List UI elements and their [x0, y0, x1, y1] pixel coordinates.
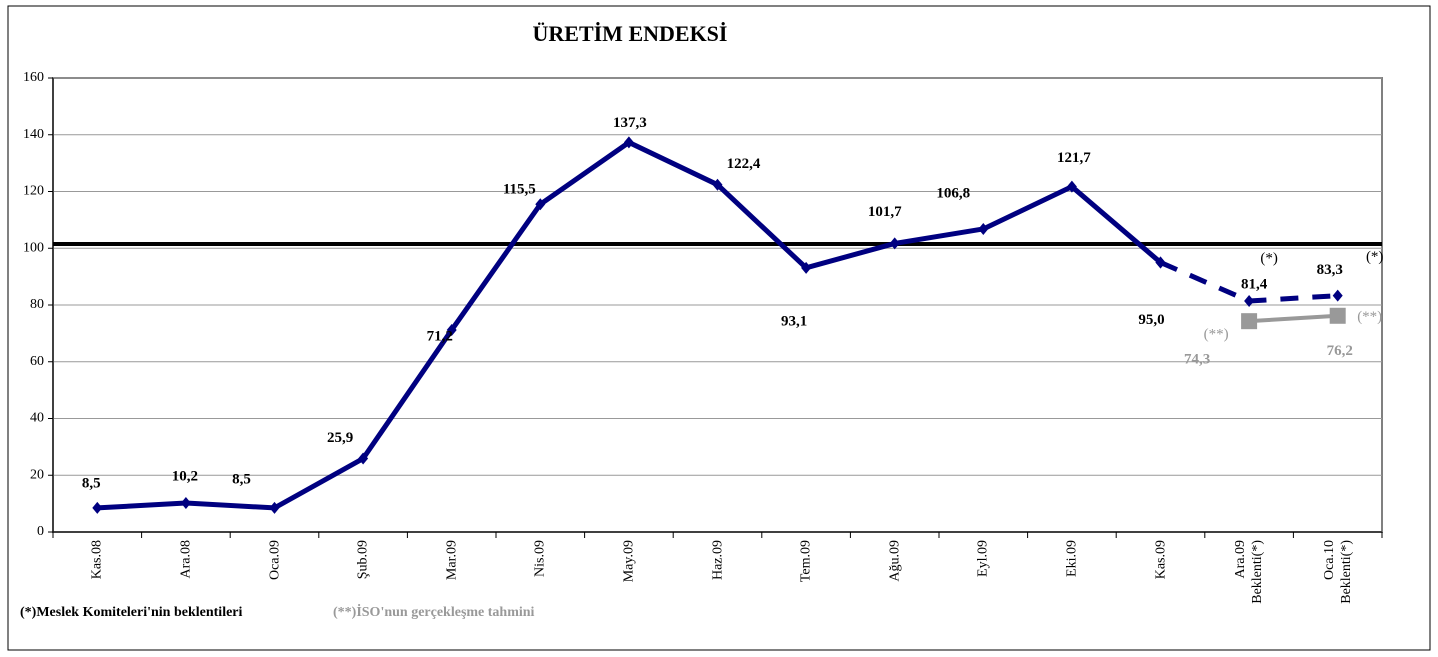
x-tick-label: Eyl.09	[975, 540, 991, 577]
data-label: 74,3	[1184, 352, 1210, 368]
marker	[623, 136, 634, 149]
marker	[801, 261, 812, 274]
data-label: 81,4	[1241, 276, 1268, 292]
footnote: (*)Meslek Komiteleri'nin beklentileri	[20, 605, 243, 620]
marker	[358, 452, 369, 465]
y-tick-label: 140	[23, 127, 44, 142]
y-tick-label: 100	[23, 240, 44, 255]
data-label: 8,5	[232, 471, 251, 487]
data-label: 122,4	[727, 156, 761, 172]
data-label: 137,3	[613, 115, 647, 131]
data-label: 121,7	[1057, 150, 1091, 166]
series-line	[97, 139, 1163, 511]
marker	[446, 323, 457, 336]
marker	[978, 222, 989, 235]
marker	[535, 198, 546, 211]
marker	[1241, 313, 1258, 330]
x-tick-label: Şub.09	[355, 540, 371, 580]
marker	[712, 178, 723, 191]
point-note: (*)	[1260, 250, 1278, 266]
x-tick-label: Oca.09	[267, 540, 282, 581]
data-label: 71,2	[427, 328, 453, 344]
chart-border	[7, 5, 1431, 651]
marker	[1155, 256, 1166, 269]
data-label: 93,1	[781, 313, 807, 329]
marker	[92, 501, 103, 514]
x-tick-label: Nis.09	[532, 540, 548, 577]
y-tick-label: 0	[37, 524, 44, 539]
y-tick-label: 60	[30, 354, 44, 369]
data-label: 76,2	[1327, 343, 1353, 359]
point-note: (**)	[1204, 327, 1229, 343]
x-tick-label: Ara.08	[178, 540, 194, 579]
y-tick-label: 160	[23, 70, 44, 85]
x-tick-label: Ara.09 Beklenti(*)	[1233, 540, 1266, 604]
x-tick-label: Kas.08	[89, 540, 105, 580]
data-label: 83,3	[1317, 262, 1343, 278]
footnote: (**)İSO'nun gerçekleşme tahmini	[333, 603, 535, 620]
data-label: 101,7	[868, 204, 902, 220]
x-tick-label: May.09	[621, 540, 637, 583]
chart-title: ÜRETİM ENDEKSİ	[533, 21, 728, 46]
data-label: 25,9	[327, 430, 353, 446]
y-tick-label: 80	[30, 297, 44, 312]
marker	[1244, 295, 1255, 308]
x-tick-label: Ağu.09	[887, 540, 903, 582]
y-tick-label: 40	[30, 411, 44, 426]
marker	[889, 237, 900, 250]
point-note: (*)	[1366, 249, 1384, 265]
series-line	[1248, 313, 1338, 324]
data-label: 115,5	[503, 182, 536, 198]
y-tick-label: 120	[23, 184, 44, 199]
data-label: 8,5	[82, 475, 101, 491]
data-label: 95,0	[1138, 312, 1164, 328]
x-tick-label: Mar.09	[444, 540, 460, 581]
marker	[180, 497, 191, 510]
marker	[1332, 289, 1343, 302]
marker	[269, 501, 280, 514]
point-note: (**)	[1357, 309, 1382, 325]
x-tick-label: Eki.09	[1064, 540, 1080, 577]
x-tick-label: Kas.09	[1153, 540, 1168, 580]
y-tick-label: 20	[30, 467, 44, 482]
data-label: 10,2	[172, 468, 198, 484]
x-tick-label: Oca.10 Beklenti(*)	[1321, 540, 1354, 604]
x-tick-label: Tem.09	[798, 540, 814, 583]
marker	[1066, 180, 1077, 193]
x-tick-label: Haz.09	[710, 540, 725, 581]
data-label: 106,8	[936, 185, 970, 201]
marker	[1329, 307, 1346, 324]
